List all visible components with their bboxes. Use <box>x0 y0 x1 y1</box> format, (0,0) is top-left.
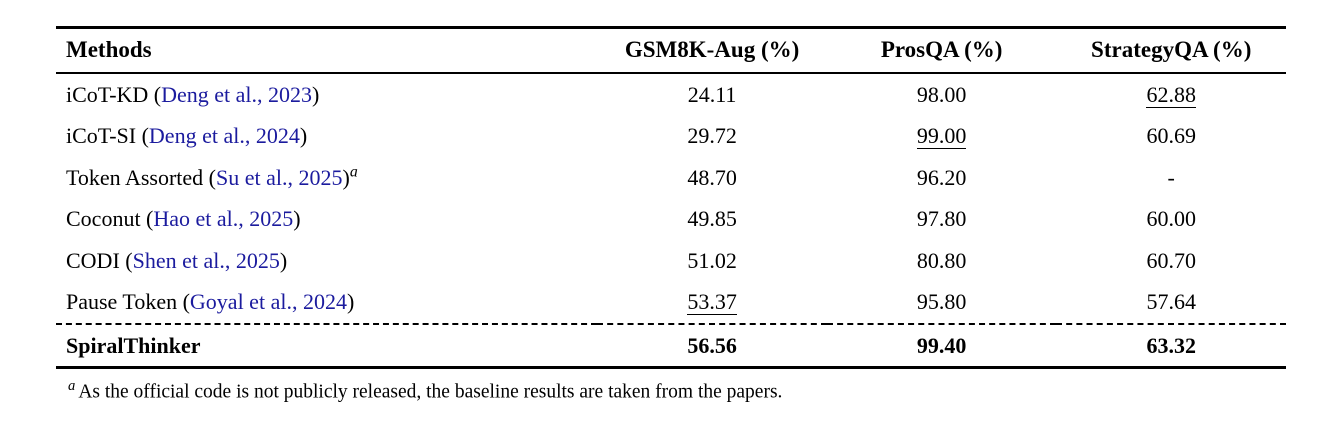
value-cell: 96.20 <box>827 157 1057 199</box>
citation-link[interactable]: Deng et al., 2023 <box>161 81 313 107</box>
method-text: CODI ( <box>66 247 133 273</box>
score-best: 99.40 <box>916 332 967 358</box>
value-cell: 97.80 <box>827 198 1057 240</box>
method-text: Pause Token ( <box>66 289 190 315</box>
table-footnote: a As the official code is not publicly re… <box>56 378 1286 404</box>
value-cell: 99.00 <box>827 115 1057 157</box>
footnote-marker: a <box>349 163 358 181</box>
method-text: iCoT-SI ( <box>66 123 149 149</box>
table-row-pause-token: Pause Token (Goyal et al., 2024) 53.37 9… <box>56 281 1286 324</box>
value-cell: 60.00 <box>1056 198 1286 240</box>
column-header-gsm8k-aug: GSM8K-Aug (%) <box>624 37 800 62</box>
citation-link[interactable]: Goyal et al., 2024 <box>189 289 347 315</box>
method-text: Coconut ( <box>66 206 154 232</box>
score-second-best: 99.00 <box>916 123 967 150</box>
method-name: CODI (Shen et al., 2025) <box>56 240 597 282</box>
value-cell: 29.72 <box>597 115 827 157</box>
score: 57.64 <box>1146 289 1196 315</box>
value-cell: 99.40 <box>826 322 1057 368</box>
value-cell: 51.02 <box>597 240 827 282</box>
table-row-icot-kd: iCoT-KD (Deng et al., 2023) 24.11 98.00 … <box>56 73 1286 116</box>
method-text: ) <box>312 81 320 107</box>
value-cell: 24.11 <box>597 73 827 116</box>
score: 98.00 <box>916 81 967 107</box>
method-name: SpiralThinker <box>56 322 598 368</box>
method-name: iCoT-KD (Deng et al., 2023) <box>56 73 597 116</box>
score: 49.85 <box>687 206 737 232</box>
table-header-row: Methods GSM8K-Aug (%) ProsQA (%) Strateg… <box>56 28 1286 73</box>
score: 29.72 <box>687 123 737 149</box>
method-text: ) <box>342 164 350 190</box>
value-cell: 53.37 <box>597 281 827 324</box>
table-row-coconut: Coconut (Hao et al., 2025) 49.85 97.80 6… <box>56 198 1286 240</box>
score: 96.20 <box>916 164 967 190</box>
table-row-codi: CODI (Shen et al., 2025) 51.02 80.80 60.… <box>56 240 1286 282</box>
score: 60.70 <box>1146 247 1196 273</box>
method-text: iCoT-KD ( <box>66 81 162 107</box>
score: 60.00 <box>1146 206 1196 232</box>
method-text: SpiralThinker <box>66 332 201 358</box>
value-cell: 98.00 <box>827 73 1057 116</box>
citation-link[interactable]: Deng et al., 2024 <box>148 123 300 149</box>
score: 80.80 <box>916 247 967 273</box>
value-cell: 62.88 <box>1056 73 1286 116</box>
table-row-spiralthinker: SpiralThinker 56.56 99.40 63.32 <box>56 322 1286 368</box>
citation-link[interactable]: Su et al., 2025 <box>216 164 343 190</box>
value-cell: 95.80 <box>827 281 1057 324</box>
method-text: ) <box>299 123 308 149</box>
score-best: 63.32 <box>1146 332 1196 358</box>
results-table: Methods GSM8K-Aug (%) ProsQA (%) Strateg… <box>56 26 1286 370</box>
value-cell: 60.70 <box>1056 240 1286 282</box>
table-row-icot-si: iCoT-SI (Deng et al., 2024) 29.72 99.00 … <box>56 115 1286 157</box>
footnote-marker: a <box>68 378 76 395</box>
method-text: ) <box>279 247 288 273</box>
method-text: Token Assorted ( <box>66 164 216 190</box>
score-missing: - <box>1167 164 1175 190</box>
column-header-methods: Methods <box>66 37 152 62</box>
method-text: ) <box>346 289 355 315</box>
score: 24.11 <box>687 81 737 107</box>
score: 95.80 <box>916 289 967 315</box>
method-name: iCoT-SI (Deng et al., 2024) <box>56 115 597 157</box>
score: 97.80 <box>916 206 967 232</box>
score-second-best: 62.88 <box>1146 81 1196 108</box>
value-cell: 60.69 <box>1056 115 1286 157</box>
score: 48.70 <box>687 164 737 190</box>
footnote-text: As the official code is not publicly rel… <box>78 381 783 403</box>
value-cell: 48.70 <box>597 157 827 199</box>
column-header-prosqa: ProsQA (%) <box>880 37 1003 62</box>
method-name: Pause Token (Goyal et al., 2024) <box>56 281 597 324</box>
value-cell: 49.85 <box>597 198 827 240</box>
method-text: ) <box>293 206 301 232</box>
score-second-best: 53.37 <box>687 289 737 316</box>
value-cell: 57.64 <box>1056 281 1286 324</box>
score: 51.02 <box>687 247 737 273</box>
value-cell: - <box>1056 157 1286 199</box>
table-row-token-assorted: Token Assorted (Su et al., 2025)a 48.70 … <box>56 157 1286 199</box>
citation-link[interactable]: Hao et al., 2025 <box>153 206 294 232</box>
score: 60.69 <box>1146 123 1196 149</box>
score-best: 56.56 <box>687 332 737 358</box>
value-cell: 63.32 <box>1056 322 1286 368</box>
method-name: Coconut (Hao et al., 2025) <box>56 198 597 240</box>
column-header-strategyqa: StrategyQA (%) <box>1091 37 1252 62</box>
value-cell: 56.56 <box>597 322 827 368</box>
citation-link[interactable]: Shen et al., 2025 <box>132 247 280 273</box>
method-name: Token Assorted (Su et al., 2025)a <box>56 157 597 199</box>
value-cell: 80.80 <box>827 240 1057 282</box>
